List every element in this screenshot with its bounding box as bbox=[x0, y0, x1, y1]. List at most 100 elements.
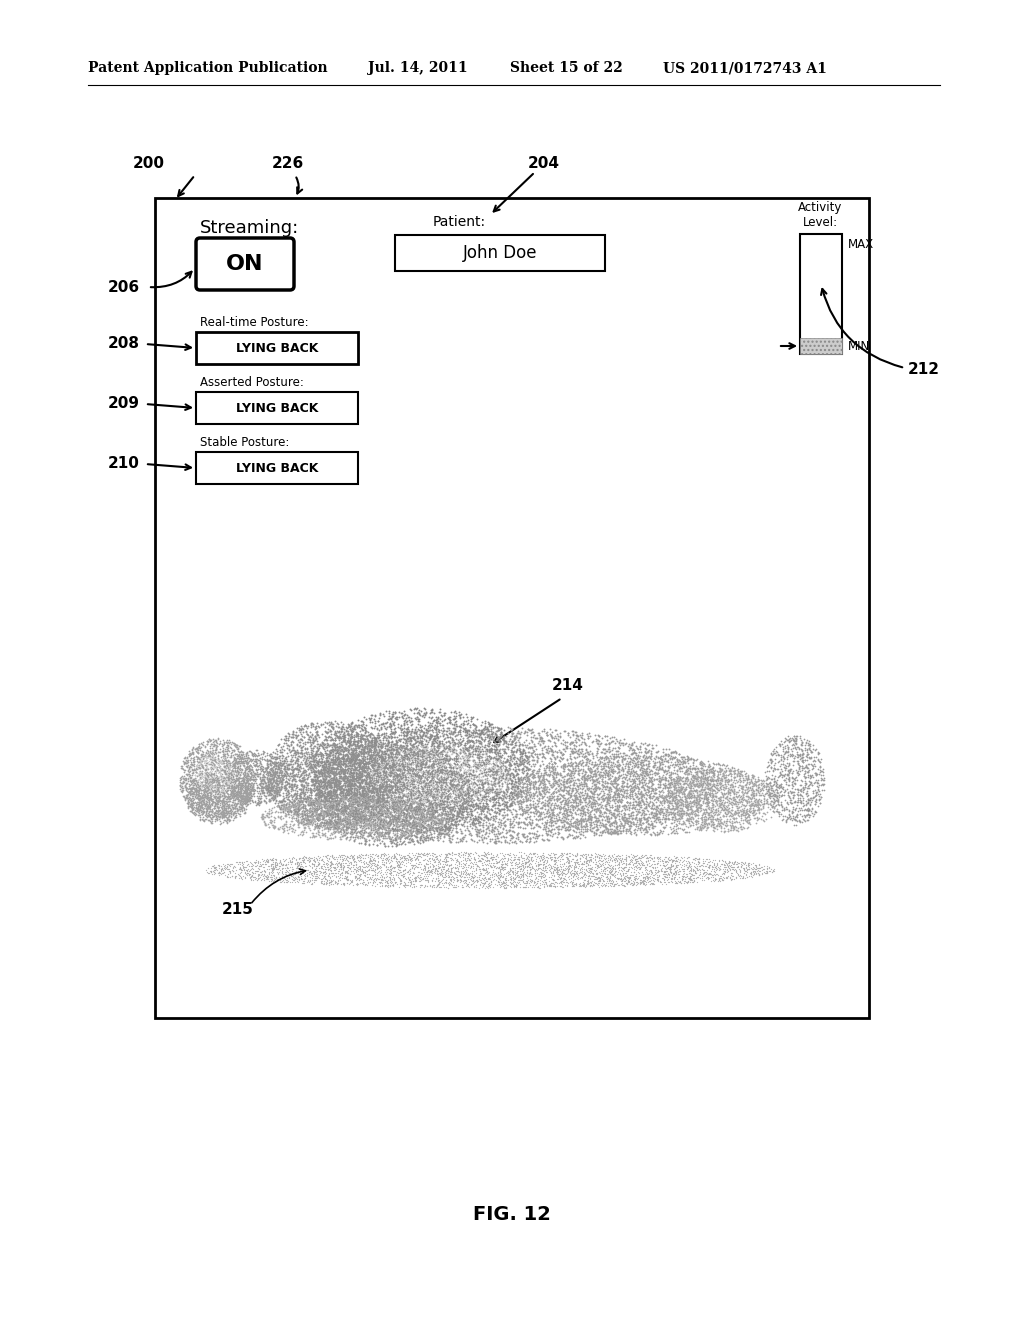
Point bbox=[364, 764, 380, 785]
Point bbox=[274, 816, 291, 837]
Point bbox=[598, 866, 614, 887]
Point bbox=[366, 735, 382, 756]
Point bbox=[340, 717, 356, 738]
Point bbox=[521, 772, 538, 793]
Point bbox=[809, 764, 825, 785]
Point bbox=[568, 813, 585, 834]
Point bbox=[361, 851, 378, 873]
Point bbox=[669, 772, 685, 793]
Point bbox=[699, 792, 716, 813]
Point bbox=[594, 768, 610, 789]
Point bbox=[512, 742, 528, 763]
Point bbox=[439, 708, 456, 729]
Point bbox=[329, 735, 345, 756]
Point bbox=[486, 849, 503, 870]
Point bbox=[816, 767, 833, 788]
Point bbox=[364, 777, 380, 799]
Point bbox=[455, 862, 471, 883]
Point bbox=[352, 821, 369, 842]
Point bbox=[207, 810, 223, 832]
Point bbox=[270, 767, 287, 788]
Point bbox=[614, 774, 631, 795]
Point bbox=[364, 770, 380, 791]
Point bbox=[340, 727, 356, 748]
Point bbox=[346, 766, 362, 787]
Point bbox=[563, 843, 580, 865]
Point bbox=[222, 737, 239, 758]
Point bbox=[238, 774, 254, 795]
Point bbox=[512, 748, 528, 770]
Point bbox=[366, 739, 382, 760]
Point bbox=[425, 721, 441, 742]
Point bbox=[689, 812, 706, 833]
Point bbox=[418, 822, 434, 843]
Point bbox=[388, 772, 404, 793]
Point bbox=[581, 851, 597, 873]
Point bbox=[264, 763, 281, 784]
Point bbox=[239, 756, 255, 777]
Point bbox=[230, 774, 247, 795]
Point bbox=[521, 774, 538, 795]
Point bbox=[387, 768, 403, 789]
Point bbox=[303, 733, 319, 754]
Point bbox=[287, 799, 303, 820]
Point bbox=[420, 809, 436, 830]
Point bbox=[316, 785, 333, 807]
Point bbox=[360, 851, 377, 873]
Point bbox=[455, 855, 471, 876]
Point bbox=[807, 801, 823, 822]
Point bbox=[564, 873, 581, 894]
Point bbox=[208, 808, 224, 829]
Point bbox=[424, 711, 440, 733]
Point bbox=[207, 767, 223, 788]
Point bbox=[493, 722, 509, 743]
Point bbox=[587, 760, 603, 781]
Point bbox=[750, 797, 766, 818]
Point bbox=[227, 797, 244, 818]
Point bbox=[582, 791, 598, 812]
Point bbox=[568, 853, 585, 874]
Point bbox=[465, 774, 481, 795]
Point bbox=[688, 813, 705, 834]
Point bbox=[480, 785, 497, 807]
Point bbox=[263, 755, 280, 776]
Point bbox=[433, 733, 450, 754]
Point bbox=[745, 863, 762, 884]
Point bbox=[359, 799, 376, 820]
Point bbox=[695, 768, 712, 789]
Point bbox=[510, 748, 526, 770]
Point bbox=[327, 791, 343, 812]
Point bbox=[214, 862, 230, 883]
Point bbox=[543, 814, 559, 836]
Point bbox=[391, 758, 408, 779]
Point bbox=[679, 809, 695, 830]
Point bbox=[308, 783, 325, 804]
Point bbox=[461, 770, 477, 791]
Point bbox=[514, 743, 530, 764]
Point bbox=[583, 801, 599, 822]
Point bbox=[208, 780, 224, 801]
Point bbox=[332, 755, 348, 776]
Point bbox=[325, 787, 341, 808]
Point bbox=[601, 777, 617, 799]
Point bbox=[224, 755, 241, 776]
Point bbox=[414, 800, 430, 821]
Point bbox=[218, 763, 234, 784]
Point bbox=[618, 812, 635, 833]
Point bbox=[486, 738, 503, 759]
Point bbox=[435, 787, 452, 808]
Point bbox=[591, 730, 607, 751]
Point bbox=[383, 784, 399, 805]
Point bbox=[325, 874, 341, 895]
Point bbox=[205, 775, 221, 796]
Point bbox=[406, 808, 422, 829]
Point bbox=[302, 847, 318, 869]
Point bbox=[248, 763, 264, 784]
Point bbox=[381, 863, 397, 884]
Point bbox=[293, 797, 309, 818]
Point bbox=[511, 754, 527, 775]
Point bbox=[343, 723, 359, 744]
Point bbox=[295, 779, 311, 800]
Point bbox=[436, 756, 453, 777]
Point bbox=[237, 777, 253, 799]
